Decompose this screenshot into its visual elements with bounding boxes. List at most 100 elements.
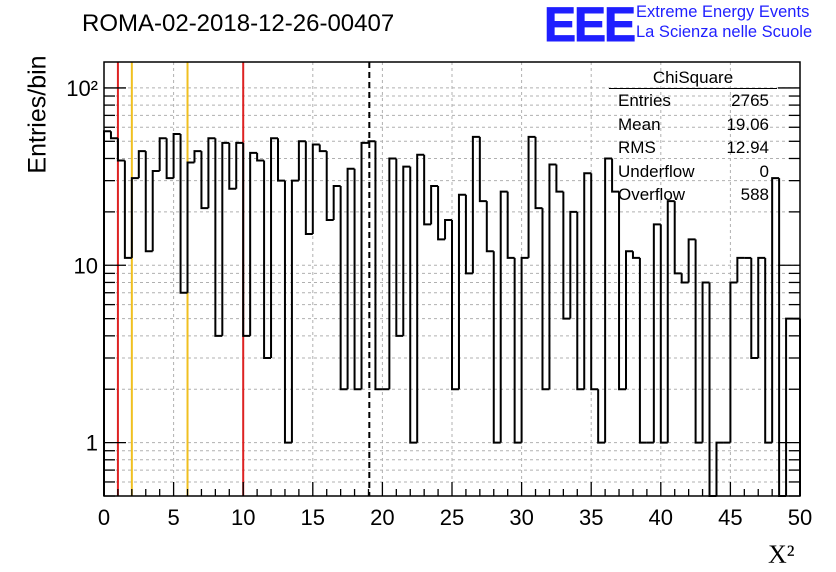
histogram-bin [625, 250, 633, 390]
histogram-bin [207, 137, 216, 209]
histogram-bin [374, 141, 383, 391]
histogram-bin [499, 190, 508, 443]
histogram-bin [346, 167, 355, 390]
histogram-bin [548, 163, 557, 390]
histogram-bin [172, 132, 181, 179]
histogram-bin [290, 179, 299, 443]
histogram-bin [283, 180, 292, 444]
histogram-bin [297, 140, 306, 181]
y-tick-label: 1 [86, 431, 98, 456]
histogram-bin [520, 256, 529, 443]
logo-caption-line1: Extreme Energy Events [636, 3, 810, 21]
stats-box: ChiSquare Entries 2765 Mean 19.06 RMS 12… [609, 66, 777, 207]
stats-value: 12.94 [726, 138, 769, 157]
x-tick-label: 5 [167, 505, 179, 530]
stats-value: 19.06 [726, 114, 769, 134]
histogram-bin [430, 184, 439, 225]
histogram-bin [492, 251, 501, 444]
chart-title: ROMA-02-2018-12-26-00407 [82, 10, 395, 37]
x-tick-label: 30 [509, 505, 533, 530]
histogram-bin [534, 136, 543, 210]
histogram-bin [555, 164, 564, 193]
histogram-bin [652, 223, 661, 443]
stats-key: Underflow [618, 161, 695, 181]
histogram-bin [618, 191, 626, 391]
histogram-bin [200, 151, 209, 210]
histogram-bin [444, 218, 452, 240]
histogram-bin [673, 201, 682, 275]
histogram-bin [353, 168, 362, 391]
histogram-bin [151, 170, 160, 252]
histogram-bin [130, 177, 139, 258]
x-tick-label: 15 [301, 505, 325, 530]
x-tick-label: 10 [231, 505, 255, 530]
histogram-bin [715, 441, 724, 496]
histogram-bin [576, 211, 585, 391]
histogram-bin [680, 273, 689, 284]
histogram-bin [165, 138, 174, 180]
histogram-bin [423, 154, 432, 226]
stats-row-entries: Entries 2765 [609, 89, 777, 113]
stats-value: 0 [759, 161, 769, 181]
histogram-bin [638, 257, 647, 444]
stats-value: 588 [740, 185, 769, 204]
histogram-bin [304, 141, 313, 236]
x-tick-label: 45 [718, 505, 742, 530]
histogram-bin [736, 256, 745, 283]
histogram-bin [611, 158, 620, 193]
stats-box-title: ChiSquare [609, 66, 777, 89]
stats-row-overflow: Overflow 588 [609, 183, 777, 207]
stats-key: Entries [618, 91, 671, 110]
histogram-bin [228, 142, 237, 190]
histogram-bin [137, 150, 146, 179]
histogram-bin [179, 133, 188, 294]
histogram-bin [123, 160, 132, 259]
x-tick-label: 25 [440, 505, 464, 530]
histogram-bin [750, 257, 759, 359]
histogram-bin [332, 184, 341, 220]
histogram-bin [311, 143, 320, 235]
histogram-bin [325, 151, 334, 221]
histogram-bin [193, 150, 202, 163]
histogram-bin [235, 141, 244, 189]
histogram-bin [478, 136, 487, 203]
histogram-bin [339, 185, 348, 391]
histogram-bin [471, 135, 480, 274]
histogram-bin [604, 157, 613, 443]
histogram-bin [221, 141, 230, 336]
logo-caption-line2: La Scienza nelle Scuole [636, 23, 813, 41]
histogram-bin [485, 201, 494, 253]
x-tick-label: 35 [579, 505, 603, 530]
histogram-bin [562, 191, 571, 320]
histogram-bin [631, 251, 640, 259]
stats-value: 2765 [731, 91, 769, 110]
eee-logo: EEE [543, 0, 636, 53]
histogram-bin [464, 194, 473, 275]
histogram-bin [687, 238, 696, 283]
histogram-bin [451, 219, 459, 391]
histogram-bin [757, 256, 766, 358]
histogram-bin [186, 161, 195, 293]
histogram-bin [437, 185, 446, 241]
histogram-bin [388, 157, 397, 390]
x-tick-label: 40 [649, 505, 673, 530]
x-tick-label: 20 [370, 505, 394, 530]
histogram-bin [729, 281, 738, 443]
histogram-bin [158, 137, 167, 172]
histogram-bin [103, 130, 111, 496]
y-tick-label: 10² [66, 76, 98, 101]
histogram-bin [277, 138, 285, 182]
histogram-bin [256, 152, 265, 162]
histogram-bin [659, 224, 668, 444]
histogram-bin [590, 173, 599, 391]
stats-row-rms: RMS 12.94 [609, 136, 777, 160]
histogram-bin [778, 178, 787, 497]
stats-row-mean: Mean 19.06 [609, 113, 777, 137]
stats-key: Overflow [618, 185, 686, 204]
histogram-bin [144, 151, 153, 253]
histogram-bin [416, 153, 425, 443]
histogram-bin [694, 239, 703, 444]
histogram-bin [513, 257, 522, 444]
histogram-bin [214, 138, 223, 337]
